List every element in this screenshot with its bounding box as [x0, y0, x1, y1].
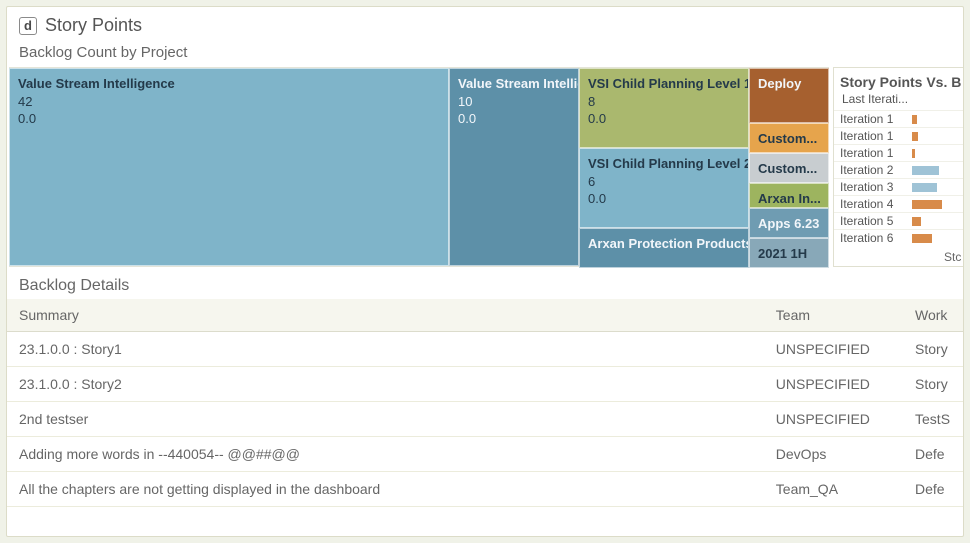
- sidechart-subtitle: Last Iterati...: [834, 92, 964, 110]
- table-row[interactable]: 2nd testserUNSPECIFIEDTestS: [7, 402, 963, 437]
- treemap-box-child1[interactable]: VSI Child Planning Level 180.0: [579, 68, 749, 148]
- sidechart-row[interactable]: Iteration 3: [834, 178, 964, 195]
- treemap-box-apps[interactable]: Apps 6.23: [749, 208, 829, 238]
- treemap-box-custom2[interactable]: Custom...: [749, 153, 829, 183]
- details-title: Backlog Details: [7, 267, 963, 299]
- sidechart-row-label: Iteration 1: [840, 146, 908, 160]
- sidechart-bar: [912, 234, 932, 243]
- sidechart-row-label: Iteration 1: [840, 129, 908, 143]
- sidechart-row[interactable]: Iteration 1: [834, 127, 964, 144]
- cell-team: UNSPECIFIED: [764, 332, 903, 367]
- panel-title: Story Points: [45, 15, 142, 36]
- treemap-box-custom1[interactable]: Custom...: [749, 123, 829, 153]
- sidechart-row-label: Iteration 4: [840, 197, 908, 211]
- sidechart-row[interactable]: Iteration 5: [834, 212, 964, 229]
- sidechart-bar: [912, 132, 918, 141]
- sidechart-row-label: Iteration 5: [840, 214, 908, 228]
- cell-team: UNSPECIFIED: [764, 402, 903, 437]
- sidechart-bar: [912, 183, 937, 192]
- cell-summary: 2nd testser: [7, 402, 764, 437]
- treemap-box-arxan_in[interactable]: Arxan In...: [749, 183, 829, 208]
- treemap-box-vsi_content[interactable]: Value Stream Intelligence Content100.0: [449, 68, 579, 266]
- cell-work: Story: [903, 367, 963, 402]
- cell-work: Story: [903, 332, 963, 367]
- table-row[interactable]: All the chapters are not getting display…: [7, 472, 963, 507]
- sidechart-row-label: Iteration 3: [840, 180, 908, 194]
- treemap-title: Backlog Count by Project: [7, 40, 963, 67]
- panel-icon: d: [19, 17, 37, 35]
- sidechart-row-label: Iteration 6: [840, 231, 908, 245]
- cell-work: TestS: [903, 402, 963, 437]
- cell-summary: Adding more words in --440054-- @@##@@: [7, 437, 764, 472]
- cell-team: Team_QA: [764, 472, 903, 507]
- treemap[interactable]: Value Stream Intelligence420.0Value Stre…: [9, 67, 829, 267]
- cell-summary: 23.1.0.0 : Story1: [7, 332, 764, 367]
- cell-work: Defe: [903, 437, 963, 472]
- table-row[interactable]: 23.1.0.0 : Story2UNSPECIFIEDStory: [7, 367, 963, 402]
- sidechart-bar: [912, 115, 917, 124]
- treemap-box-arxan_prod[interactable]: Arxan Protection Products: [579, 228, 749, 268]
- cell-summary: All the chapters are not getting display…: [7, 472, 764, 507]
- sidechart-footer: Stc: [834, 248, 964, 266]
- sidechart-row[interactable]: Iteration 6: [834, 229, 964, 246]
- dashboard-panel: d Story Points Backlog Count by Project …: [6, 6, 964, 537]
- panel-header: d Story Points: [7, 7, 963, 40]
- sidechart-title: Story Points Vs. B: [834, 68, 964, 92]
- table-header-row: Summary Team Work: [7, 299, 963, 332]
- treemap-box-child2[interactable]: VSI Child Planning Level 260.0: [579, 148, 749, 228]
- sidechart-bar: [912, 166, 939, 175]
- sidechart-bar: [912, 149, 915, 158]
- table-row[interactable]: Adding more words in --440054-- @@##@@De…: [7, 437, 963, 472]
- col-team-header[interactable]: Team: [764, 299, 903, 332]
- details-table: Summary Team Work 23.1.0.0 : Story1UNSPE…: [7, 299, 963, 507]
- treemap-box-deploy[interactable]: Deploy: [749, 68, 829, 123]
- top-row: Value Stream Intelligence420.0Value Stre…: [7, 67, 963, 267]
- sidechart-row-label: Iteration 2: [840, 163, 908, 177]
- cell-work: Defe: [903, 472, 963, 507]
- sidechart-row-label: Iteration 1: [840, 112, 908, 126]
- cell-team: UNSPECIFIED: [764, 367, 903, 402]
- sidechart-bar: [912, 200, 942, 209]
- sidechart-row[interactable]: Iteration 2: [834, 161, 964, 178]
- sidechart-row[interactable]: Iteration 4: [834, 195, 964, 212]
- sidechart-row[interactable]: Iteration 1: [834, 144, 964, 161]
- sidechart-bar: [912, 217, 921, 226]
- col-work-header[interactable]: Work: [903, 299, 963, 332]
- sidechart-row[interactable]: Iteration 1: [834, 110, 964, 127]
- cell-team: DevOps: [764, 437, 903, 472]
- col-summary-header[interactable]: Summary: [7, 299, 764, 332]
- table-row[interactable]: 23.1.0.0 : Story1UNSPECIFIEDStory: [7, 332, 963, 367]
- cell-summary: 23.1.0.0 : Story2: [7, 367, 764, 402]
- treemap-box-y2021[interactable]: 2021 1H: [749, 238, 829, 268]
- treemap-box-vsi[interactable]: Value Stream Intelligence420.0: [9, 68, 449, 266]
- sidechart: Story Points Vs. B Last Iterati... Itera…: [833, 67, 964, 267]
- sidechart-rows: Iteration 1 Iteration 1 Iteration 1 Iterati…: [834, 110, 964, 248]
